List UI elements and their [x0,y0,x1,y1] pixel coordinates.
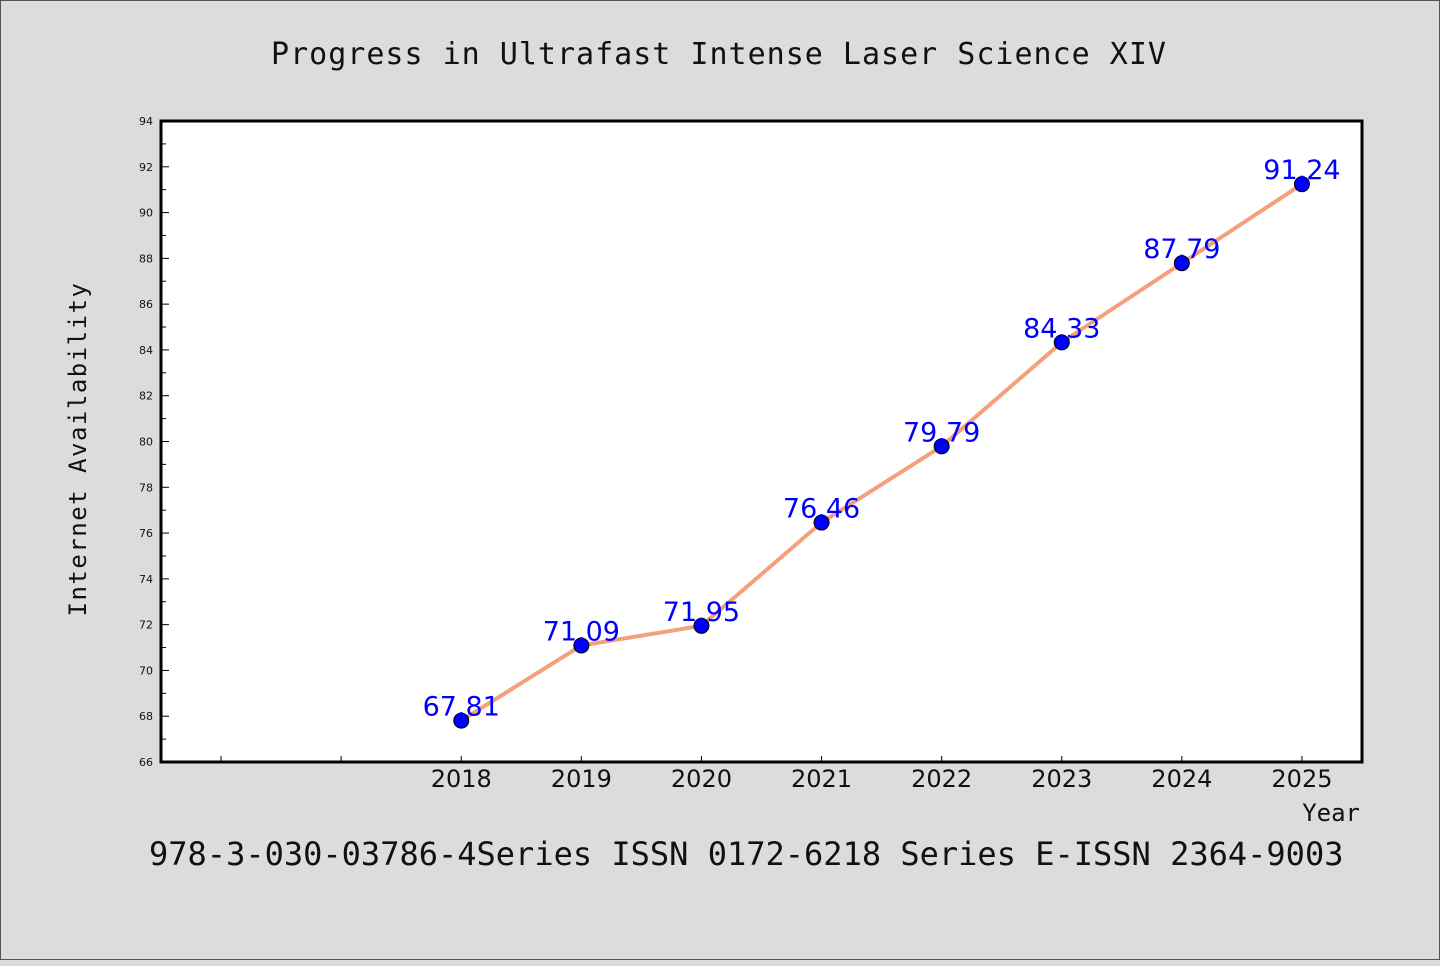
data-label: 67.81 [423,692,500,723]
x-tick-label: 2023 [1031,765,1092,793]
data-labels: 67.81 71.09 71.95 76.46 79.79 84.33 87.79 91.24 [423,155,1341,722]
chart-title: Progress in Ultrafast Intense Laser Scie… [271,37,1167,72]
data-label: 91.24 [1263,155,1340,186]
x-tick-label: 2025 [1271,765,1332,793]
x-tick-label: 2024 [1151,765,1212,793]
data-label: 84.33 [1023,313,1100,344]
series-group [453,176,1310,729]
y-tick-label: 90 [139,207,153,220]
y-tick-label: 76 [139,527,153,540]
data-label: 71.95 [663,597,740,628]
data-point [933,438,950,455]
data-point [1293,176,1310,193]
x-tick-label: 2021 [791,765,852,793]
x-tick-label: 2020 [671,765,732,793]
y-tick-label: 72 [139,619,153,632]
y-axis-label: Internet Availability [64,282,92,617]
y-tick-label: 78 [139,481,153,494]
y-tick-label: 86 [139,298,153,311]
data-label: 79.79 [903,417,980,448]
y-tick-label: 92 [139,161,153,174]
plot-area [159,119,1364,764]
data-point [573,637,590,654]
data-point [813,514,830,531]
y-tick-label: 74 [139,573,153,586]
y-tick-label: 68 [139,710,153,723]
y-tick-label: 80 [139,436,153,449]
y-tick-label: 88 [139,252,153,265]
x-axis-label: Year [1302,799,1360,827]
y-tick-label: 84 [139,344,153,357]
y-tick-label: 94 [139,115,153,128]
data-point [1173,255,1190,272]
data-point [1053,334,1070,351]
data-point [453,712,470,729]
data-label: 87.79 [1143,234,1220,265]
series-line [460,182,1304,723]
isbn-footer: 978-3-030-03786-4Series ISSN 0172-6218 S… [149,835,1343,873]
y-tick-label: 66 [139,756,153,769]
data-label: 71.09 [543,616,620,647]
x-axis: 2018 2019 2020 2021 2022 2023 2024 2025 [220,756,1332,793]
x-tick-label: 2019 [551,765,612,793]
x-tick-label: 2018 [431,765,492,793]
data-point [693,617,710,634]
y-axis: 66 68 70 72 74 76 78 80 82 84 86 88 90 92 94 [139,115,169,769]
y-tick-label: 82 [139,390,153,403]
y-tick-label: 70 [139,664,153,677]
x-tick-label: 2022 [911,765,972,793]
data-label: 76.46 [783,494,860,525]
